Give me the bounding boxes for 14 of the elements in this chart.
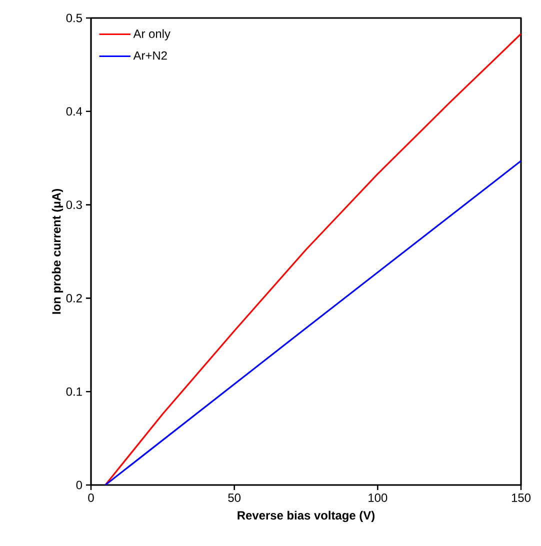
y-axis-title: Ion probe current (μA) (52, 188, 64, 314)
x-tick-label: 0 (88, 494, 94, 502)
legend-label: Ar only (133, 29, 170, 40)
y-tick-label: 0.5 (66, 14, 82, 22)
y-tick-label: 0.1 (66, 387, 82, 396)
x-tick-label: 150 (512, 494, 531, 502)
x-axis-title: Reverse bias voltage (V) (238, 510, 374, 522)
y-tick-label: 0.2 (66, 294, 82, 302)
x-tick-label: 50 (228, 494, 241, 502)
y-tick-label: 0.4 (66, 107, 82, 116)
y-tick-label: 0.3 (66, 200, 82, 210)
y-tick-label: 0 (76, 480, 82, 490)
legend-label: Ar+N2 (133, 51, 167, 60)
x-tick-label: 100 (368, 494, 388, 502)
